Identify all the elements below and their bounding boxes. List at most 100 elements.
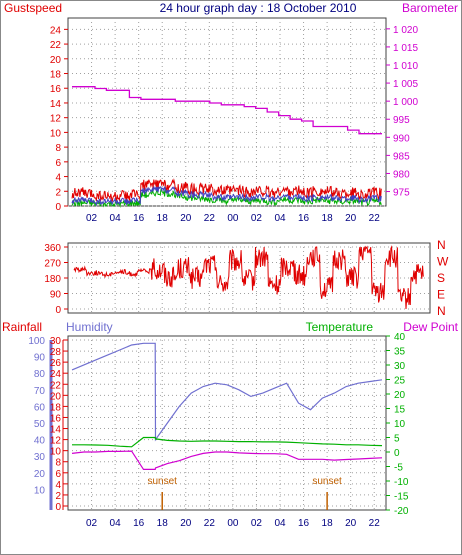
x-tick-label-top: 02	[86, 213, 98, 224]
x-tick-label-bottom: 20	[180, 518, 192, 529]
temp-tick-label: -20	[394, 506, 409, 517]
rain-tick-label: 0	[55, 502, 61, 513]
sunset-annotation-label: sunset	[312, 476, 342, 487]
temp-tick-label: 40	[394, 332, 406, 343]
rain-tick-label: 2	[55, 491, 61, 502]
direction-tick-label: 0	[55, 305, 61, 316]
gust-tick-label: 22	[50, 40, 62, 51]
gust-tick-label: 10	[50, 128, 62, 139]
humidity-tick-label: 40	[34, 436, 46, 447]
barometer-tick-label: 1 020	[393, 25, 418, 36]
humidity-tick-label: 20	[34, 469, 46, 480]
compass-label: E	[437, 288, 445, 302]
x-tick-label-bottom: 18	[157, 518, 169, 529]
temp-tick-label: 10	[394, 419, 406, 430]
gust-tick-label: 24	[50, 25, 62, 36]
x-tick-label-bottom: 04	[110, 518, 122, 529]
barometer-tick-label: 1 015	[393, 43, 418, 54]
barometer-line	[72, 86, 382, 135]
rain-tick-label: 26	[50, 358, 62, 369]
temp-tick-label: -10	[394, 477, 409, 488]
x-tick-label-top: 00	[227, 213, 239, 224]
left-axis-label-rainfall: Rainfall	[2, 320, 42, 334]
gust-tick-label: 16	[50, 84, 62, 95]
temp-tick-label: 30	[394, 361, 406, 372]
temp-tick-label: 25	[394, 376, 406, 387]
x-tick-label-top: 04	[274, 213, 286, 224]
barometer-tick-label: 975	[393, 188, 410, 199]
x-tick-label-top: 18	[157, 213, 169, 224]
x-tick-label-top: 16	[133, 213, 145, 224]
x-tick-label-top: 18	[322, 213, 334, 224]
rain-tick-label: 22	[50, 380, 62, 391]
gust-tick-label: 18	[50, 70, 62, 81]
barometer-tick-label: 985	[393, 151, 410, 162]
temperature-line	[72, 436, 383, 448]
humidity-tick-label: 70	[34, 386, 46, 397]
x-tick-label-top: 16	[298, 213, 310, 224]
temp-tick-label: 5	[394, 434, 400, 445]
x-tick-label-bottom: 02	[86, 518, 98, 529]
x-tick-label-bottom: 00	[227, 518, 239, 529]
gust-tick-label: 6	[55, 158, 61, 169]
x-tick-label-top: 20	[180, 213, 192, 224]
temp-tick-label: 35	[394, 347, 406, 358]
temp-tick-label: -5	[394, 463, 403, 474]
rain-tick-label: 6	[55, 469, 61, 480]
dewpoint-line	[71, 450, 383, 470]
x-tick-label-top: 04	[110, 213, 122, 224]
humidity-tick-label: 50	[34, 419, 46, 430]
x-tick-label-top: 22	[369, 213, 381, 224]
humidity-line	[71, 342, 383, 442]
barometer-tick-label: 990	[393, 133, 410, 144]
direction-tick-label: 360	[44, 243, 61, 254]
rain-tick-label: 4	[55, 480, 61, 491]
gust-tick-label: 0	[55, 202, 61, 213]
grid-layer	[68, 18, 430, 510]
barometer-tick-label: 1 005	[393, 79, 418, 90]
temp-tick-label: 15	[394, 405, 406, 416]
rain-tick-label: 14	[50, 425, 62, 436]
x-tick-label-bottom: 16	[133, 518, 145, 529]
humidity-tick-label: 10	[34, 485, 46, 496]
right-axis-label-barometer: Barometer	[402, 1, 458, 15]
x-tick-label-bottom: 16	[298, 518, 310, 529]
left-axis-label-gustspeed: Gustspeed	[4, 1, 62, 15]
rain-tick-label: 30	[50, 336, 62, 347]
gustspeed-line	[71, 178, 382, 203]
direction-tick-label: 90	[50, 290, 62, 301]
compass-label: W	[437, 255, 449, 269]
panel-wind-frame	[67, 17, 387, 207]
x-tick-label-top: 20	[345, 213, 357, 224]
series-layer	[71, 86, 424, 470]
compass-label: N	[437, 304, 446, 318]
humidity-tick-label: 100	[28, 336, 45, 347]
left-axis-label-humidity: Humidity	[66, 320, 113, 334]
gust-tick-label: 14	[50, 99, 62, 110]
humidity-tick-label: 90	[34, 353, 46, 364]
compass-label: S	[437, 271, 445, 285]
x-tick-label-bottom: 20	[345, 518, 357, 529]
x-tick-label-bottom: 22	[204, 518, 216, 529]
right-axis-label-dewpoint: Dew Point	[403, 320, 458, 334]
wind-direction-line	[73, 245, 424, 310]
sunset-annotation-label: sunset	[147, 476, 177, 487]
rain-tick-label: 28	[50, 347, 62, 358]
compass-label: N	[437, 238, 446, 252]
gust-tick-label: 2	[55, 187, 61, 198]
temp-tick-label: 20	[394, 390, 406, 401]
x-tick-label-top: 02	[251, 213, 263, 224]
humidity-tick-label: 30	[34, 452, 46, 463]
rain-tick-label: 16	[50, 413, 62, 424]
rain-tick-label: 12	[50, 436, 62, 447]
temp-tick-label: -15	[394, 492, 409, 503]
rain-tick-label: 24	[50, 369, 62, 380]
gust-tick-label: 12	[50, 114, 62, 125]
x-tick-label-bottom: 02	[251, 518, 263, 529]
temp-tick-label: 0	[394, 448, 400, 459]
avgspeed-line	[71, 187, 382, 208]
rain-tick-label: 20	[50, 391, 62, 402]
direction-tick-label: 180	[44, 274, 61, 285]
